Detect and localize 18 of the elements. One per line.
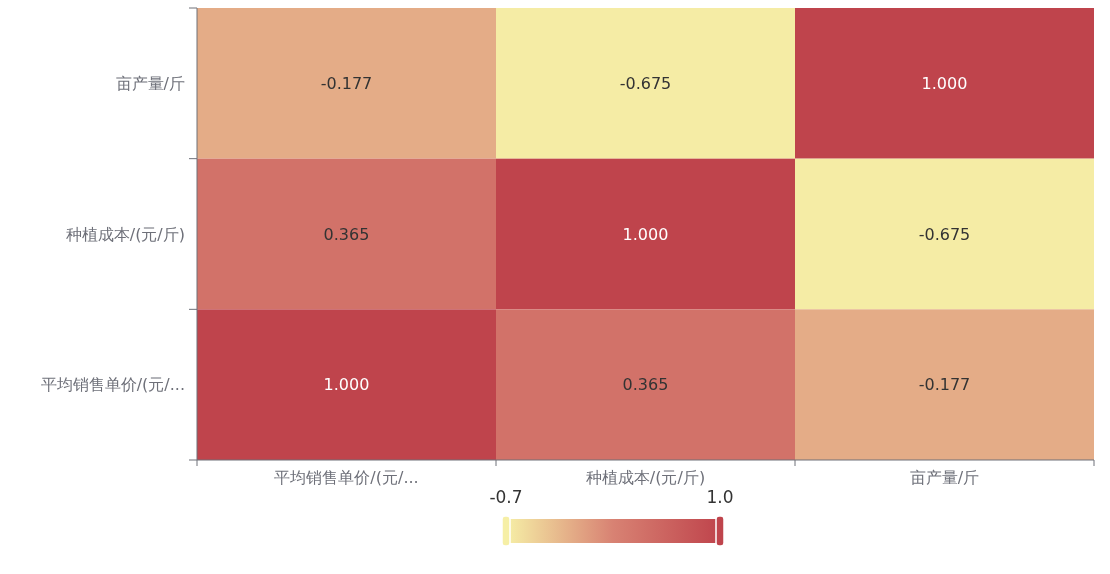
- data-label: -0.177: [918, 375, 971, 395]
- data-label: -0.675: [619, 73, 672, 93]
- y-tick-label: 种植成本/(元/斤): [65, 224, 185, 244]
- data-label: 1.000: [622, 224, 669, 244]
- x-tick-label: 亩产量/斤: [909, 467, 980, 487]
- data-label: -0.675: [918, 224, 971, 244]
- x-tick-label: 种植成本/(元/斤): [585, 467, 706, 487]
- y-tick-label: 亩产量/斤: [115, 73, 185, 93]
- data-label: 1.000: [323, 375, 370, 395]
- data-label: -0.177: [320, 73, 373, 93]
- y-tick-label: 平均销售单价/(元/...: [40, 375, 185, 395]
- x-tick-label: 平均销售单价/(元/...: [274, 467, 419, 487]
- color-bar-label: 1.0: [706, 487, 734, 507]
- data-label: 0.365: [622, 375, 669, 395]
- data-label: 0.365: [323, 224, 370, 244]
- data-label: 1.000: [921, 73, 968, 93]
- colorbar: -0.7 1.0: [489, 487, 734, 547]
- color-bar-label: -0.7: [489, 487, 523, 507]
